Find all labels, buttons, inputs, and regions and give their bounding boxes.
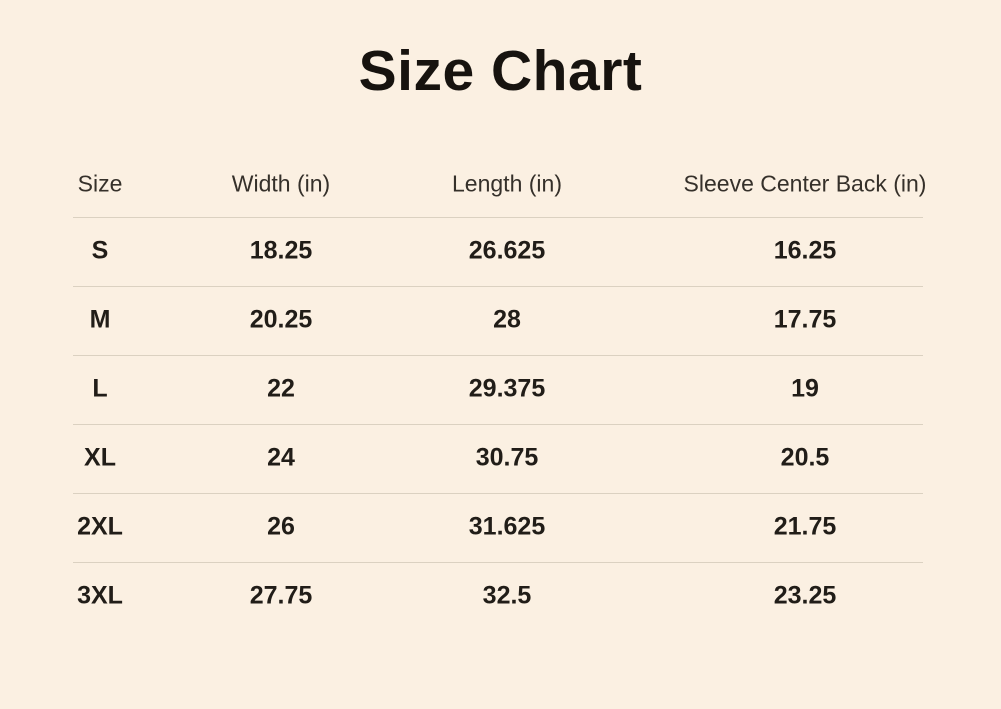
table-row: L 22 29.375 19 — [0, 354, 1001, 424]
size-cell: 3XL — [77, 581, 123, 610]
page-title: Size Chart — [358, 39, 643, 103]
width-cell: 24 — [267, 443, 295, 472]
length-cell: 29.375 — [468, 374, 546, 403]
width-cell: 20.25 — [249, 305, 313, 334]
sleeve-cell: 20.5 — [780, 443, 830, 472]
size-cell: 2XL — [77, 512, 123, 541]
width-cell: 22 — [267, 374, 295, 403]
sleeve-cell: 16.25 — [773, 236, 837, 265]
size-table: Size Width (in) Length (in) Sleeve Cente… — [0, 151, 1001, 631]
column-header-length: Length (in) — [452, 170, 562, 197]
table-row: M 20.25 28 17.75 — [0, 285, 1001, 355]
length-cell: 30.75 — [475, 443, 539, 472]
size-cell: M — [89, 305, 111, 334]
width-cell: 26 — [267, 512, 295, 541]
length-cell: 26.625 — [468, 236, 546, 265]
size-cell: S — [91, 236, 109, 265]
sleeve-cell: 19 — [791, 374, 819, 403]
table-row: S 18.25 26.625 16.25 — [0, 216, 1001, 286]
length-cell: 31.625 — [468, 512, 546, 541]
size-chart-page: Size Chart Size Width (in) Length (in) S… — [0, 39, 1001, 631]
sleeve-cell: 21.75 — [773, 512, 837, 541]
width-cell: 27.75 — [249, 581, 313, 610]
width-cell: 18.25 — [249, 236, 313, 265]
table-row: 2XL 26 31.625 21.75 — [0, 492, 1001, 562]
size-cell: L — [92, 374, 108, 403]
sleeve-cell: 17.75 — [773, 305, 837, 334]
table-row: XL 24 30.75 20.5 — [0, 423, 1001, 493]
table-header-row: Size Width (in) Length (in) Sleeve Cente… — [0, 151, 1001, 217]
column-header-width: Width (in) — [231, 170, 331, 197]
column-header-size: Size — [77, 170, 123, 197]
size-cell: XL — [84, 443, 116, 472]
column-header-sleeve: Sleeve Center Back (in) — [683, 170, 927, 197]
table-row: 3XL 27.75 32.5 23.25 — [0, 561, 1001, 631]
length-cell: 28 — [493, 305, 521, 334]
length-cell: 32.5 — [482, 581, 532, 610]
sleeve-cell: 23.25 — [773, 581, 837, 610]
